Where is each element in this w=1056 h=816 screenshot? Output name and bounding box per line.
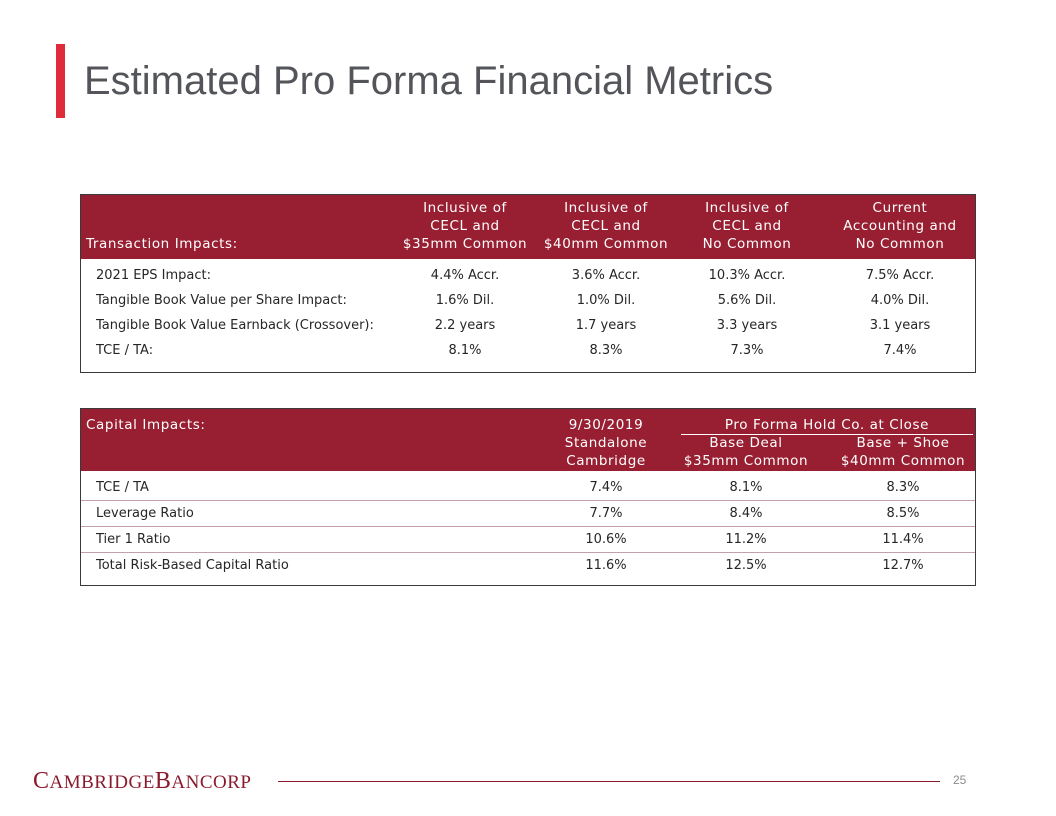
- table-row: Tangible Book Value Earnback (Crossover)…: [81, 313, 975, 338]
- logo-word: ANCORP: [171, 772, 252, 793]
- column-header-line: $40mm Common: [840, 453, 966, 469]
- transaction-column-header: Current Accounting and No Common: [821, 199, 979, 253]
- column-header-line: Inclusive of: [423, 200, 507, 216]
- page-number: 25: [953, 773, 967, 787]
- cell-value: 1.7 years: [575, 318, 637, 333]
- capital-column-header: 9/30/2019 Standalone Cambridge: [551, 416, 661, 470]
- cell-value: 7.5% Accr.: [865, 268, 935, 283]
- column-header-line: 9/30/2019: [568, 417, 644, 433]
- cell-value: 8.5%: [886, 506, 920, 521]
- cell-value: 8.1%: [448, 343, 482, 358]
- row-label: Leverage Ratio: [96, 506, 194, 521]
- cell-value: 8.3%: [589, 343, 623, 358]
- cell-value: 11.6%: [585, 558, 627, 573]
- row-label: TCE / TA: [96, 480, 149, 495]
- column-header-line: $35mm Common: [683, 453, 809, 469]
- row-label: Total Risk-Based Capital Ratio: [96, 558, 289, 573]
- cell-value: 3.6% Accr.: [571, 268, 641, 283]
- table-row: TCE / TA 7.4% 8.1% 8.3%: [81, 475, 975, 501]
- pro-forma-group-header: Pro Forma Hold Co. at Close: [724, 417, 930, 433]
- column-header-line: Accounting and: [843, 218, 957, 234]
- capital-column-header: Base Deal $35mm Common: [679, 434, 813, 470]
- column-header-line: CECL and: [571, 218, 641, 234]
- logo-word: AMBRIDGE: [49, 772, 155, 793]
- cell-value: 4.4% Accr.: [430, 268, 500, 283]
- table-row: Total Risk-Based Capital Ratio 11.6% 12.…: [81, 553, 975, 578]
- column-header-line: No Common: [855, 236, 945, 252]
- table-row: TCE / TA: 8.1% 8.3% 7.3% 7.4%: [81, 338, 975, 363]
- cell-value: 7.7%: [589, 506, 623, 521]
- column-header-line: Cambridge: [566, 453, 646, 469]
- transaction-column-header: Inclusive of CECL and No Common: [678, 199, 816, 253]
- table-row: Tangible Book Value per Share Impact: 1.…: [81, 288, 975, 313]
- footer-divider: [278, 781, 940, 782]
- page-title: Estimated Pro Forma Financial Metrics: [84, 59, 774, 103]
- cell-value: 3.3 years: [716, 318, 778, 333]
- table-row: Leverage Ratio 7.7% 8.4% 8.5%: [81, 501, 975, 527]
- cell-value: 10.3% Accr.: [708, 268, 786, 283]
- column-header-line: Base Deal: [709, 435, 783, 451]
- cell-value: 2.2 years: [434, 318, 496, 333]
- table-row: Tier 1 Ratio 10.6% 11.2% 11.4%: [81, 527, 975, 553]
- cell-value: 4.0% Dil.: [870, 293, 930, 308]
- row-label: Tier 1 Ratio: [96, 532, 171, 547]
- column-header-line: $35mm Common: [402, 236, 528, 252]
- capital-rows: TCE / TA 7.4% 8.1% 8.3% Leverage Ratio 7…: [81, 471, 975, 578]
- cell-value: 10.6%: [585, 532, 627, 547]
- title-accent-bar: [56, 44, 65, 118]
- cell-value: 8.4%: [729, 506, 763, 521]
- cell-value: 7.3%: [730, 343, 764, 358]
- cell-value: 8.1%: [729, 480, 763, 495]
- column-header-line: Base + Shoe: [856, 435, 950, 451]
- group-header-underline: [681, 434, 973, 435]
- capital-section-label: Capital Impacts:: [86, 417, 206, 433]
- capital-table-header: Capital Impacts: 9/30/2019 Standalone Ca…: [81, 409, 975, 471]
- capital-column-header: Base + Shoe $40mm Common: [833, 434, 973, 470]
- cell-value: 7.4%: [589, 480, 623, 495]
- column-header-line: Current: [872, 200, 928, 216]
- capital-impacts-table: Capital Impacts: 9/30/2019 Standalone Ca…: [80, 408, 976, 586]
- column-header-line: No Common: [702, 236, 792, 252]
- cell-value: 12.7%: [882, 558, 924, 573]
- column-header-line: Inclusive of: [564, 200, 648, 216]
- column-header-line: Standalone: [564, 435, 648, 451]
- transaction-table-header: Transaction Impacts: Inclusive of CECL a…: [81, 195, 975, 259]
- column-header-line: $40mm Common: [543, 236, 669, 252]
- cell-value: 3.1 years: [869, 318, 931, 333]
- transaction-impacts-table: Transaction Impacts: Inclusive of CECL a…: [80, 194, 976, 373]
- cambridge-bancorp-logo: CAMBRIDGEBANCORP: [33, 768, 251, 797]
- cell-value: 1.0% Dil.: [576, 293, 636, 308]
- table-row: 2021 EPS Impact: 4.4% Accr. 3.6% Accr. 1…: [81, 263, 975, 288]
- transaction-section-label: Transaction Impacts:: [86, 236, 238, 252]
- transaction-column-header: Inclusive of CECL and $40mm Common: [537, 199, 675, 253]
- transaction-column-header: Inclusive of CECL and $35mm Common: [396, 199, 534, 253]
- cell-value: 11.4%: [882, 532, 924, 547]
- column-header-line: CECL and: [712, 218, 782, 234]
- logo-letter: B: [154, 768, 172, 794]
- row-label: Tangible Book Value Earnback (Crossover)…: [96, 318, 374, 333]
- cell-value: 12.5%: [725, 558, 767, 573]
- column-header-line: CECL and: [430, 218, 500, 234]
- cell-value: 11.2%: [725, 532, 767, 547]
- row-label: 2021 EPS Impact:: [96, 268, 211, 283]
- row-label: Tangible Book Value per Share Impact:: [96, 293, 347, 308]
- logo-letter: C: [33, 768, 50, 794]
- column-header-line: Inclusive of: [705, 200, 789, 216]
- row-label: TCE / TA:: [96, 343, 154, 358]
- cell-value: 8.3%: [886, 480, 920, 495]
- cell-value: 1.6% Dil.: [435, 293, 495, 308]
- cell-value: 5.6% Dil.: [717, 293, 777, 308]
- transaction-rows: 2021 EPS Impact: 4.4% Accr. 3.6% Accr. 1…: [81, 259, 975, 363]
- cell-value: 7.4%: [883, 343, 917, 358]
